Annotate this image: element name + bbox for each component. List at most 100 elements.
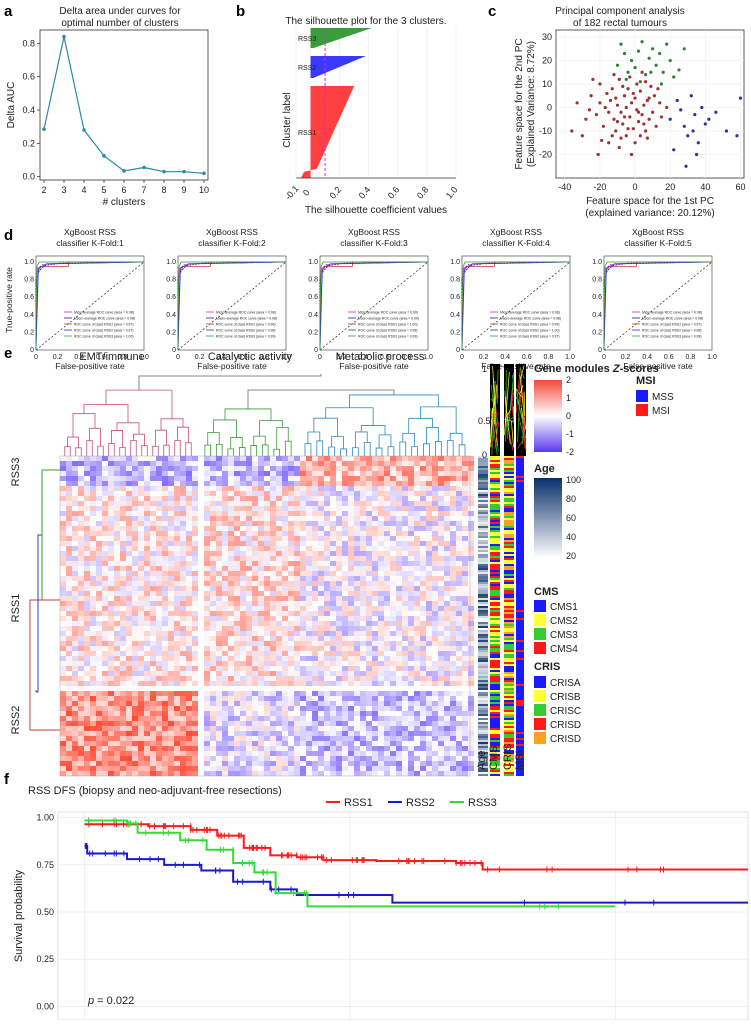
heatmap-cell: [420, 566, 426, 571]
heatmap-cell: [228, 501, 234, 506]
heatmap-cell: [126, 466, 132, 471]
heatmap-cell: [216, 771, 222, 776]
annot-cris-cell: [504, 544, 514, 546]
heatmap-cell: [234, 771, 240, 776]
heatmap-cell: [204, 476, 210, 481]
heatmap-cell: [378, 721, 384, 726]
pca-point-rss1: [607, 111, 610, 114]
heatmap-cell: [78, 646, 84, 651]
heatmap-cell: [324, 711, 330, 716]
heatmap-cell: [96, 721, 102, 726]
heatmap-cell: [468, 556, 474, 561]
heatmap-cell: [216, 511, 222, 516]
heatmap-cell: [90, 531, 96, 536]
heatmap-cell: [234, 671, 240, 676]
heatmap-cell: [108, 551, 114, 556]
heatmap-cell: [72, 661, 78, 666]
heatmap-cell: [432, 611, 438, 616]
heatmap-cell: [384, 551, 390, 556]
heatmap-cell: [258, 606, 264, 611]
heatmap-cell: [138, 456, 144, 461]
heatmap-cell: [306, 581, 312, 586]
heatmap-cell: [312, 761, 318, 766]
heatmap-cell: [306, 566, 312, 571]
heatmap-cell: [72, 501, 78, 506]
heatmap-cell: [138, 631, 144, 636]
heatmap-cell: [318, 656, 324, 661]
heatmap-cell: [138, 461, 144, 466]
annot-msi-cell: [516, 510, 524, 512]
heatmap-cell: [468, 616, 474, 621]
heatmap-cell: [156, 566, 162, 571]
heatmap-cell: [348, 666, 354, 671]
heatmap-cell: [174, 656, 180, 661]
heatmap-cell: [348, 471, 354, 476]
heatmap-cell: [204, 616, 210, 621]
heatmap-cell: [258, 751, 264, 756]
heatmap-cell: [366, 731, 372, 736]
heatmap-cell: [108, 486, 114, 491]
heatmap-cell: [360, 481, 366, 486]
heatmap-cell: [426, 536, 432, 541]
heatmap-cell: [318, 751, 324, 756]
heatmap-cell: [402, 541, 408, 546]
heatmap-cell: [396, 691, 402, 696]
heatmap-cell: [336, 546, 342, 551]
heatmap-cell: [132, 706, 138, 711]
heatmap-cell: [420, 731, 426, 736]
heatmap-cell: [228, 701, 234, 706]
heatmap-cell: [210, 461, 216, 466]
heatmap-cell: [168, 761, 174, 766]
heatmap-cell: [408, 636, 414, 641]
heatmap-cell: [378, 641, 384, 646]
heatmap-cell: [72, 751, 78, 756]
heatmap-cell: [294, 651, 300, 656]
heatmap-cell: [324, 461, 330, 466]
heatmap-cell: [102, 636, 108, 641]
heatmap-cell: [204, 561, 210, 566]
dendrogram-branch: [274, 449, 280, 456]
roc-legend-text: Macro-average ROC curve (area = 0.98): [642, 317, 703, 321]
dendrogram-branch: [90, 428, 101, 446]
heatmap-cell: [366, 576, 372, 581]
heatmap-cell: [282, 516, 288, 521]
heatmap-cell: [348, 691, 354, 696]
heatmap-cell: [396, 546, 402, 551]
heatmap-cell: [66, 731, 72, 736]
heatmap-cell: [450, 536, 456, 541]
heatmap-cell: [72, 471, 78, 476]
heatmap-cell: [204, 721, 210, 726]
heatmap-cell: [108, 756, 114, 761]
pca-point-rss2: [725, 129, 728, 132]
heatmap-cell: [60, 486, 66, 491]
pca-point-rss1: [607, 141, 610, 144]
heatmap-cell: [222, 726, 228, 731]
heatmap-cell: [216, 666, 222, 671]
heatmap-cell: [222, 591, 228, 596]
heatmap-cell: [132, 721, 138, 726]
heatmap-cell: [396, 471, 402, 476]
heatmap-cell: [408, 471, 414, 476]
heatmap-cell: [462, 501, 468, 506]
heatmap-cell: [150, 596, 156, 601]
heatmap-cell: [354, 736, 360, 741]
heatmap-cell: [258, 481, 264, 486]
heatmap-cell: [408, 501, 414, 506]
heatmap-cell: [234, 651, 240, 656]
heatmap-cell: [330, 751, 336, 756]
roc-title-line2: classifier K-Fold:1: [56, 238, 124, 248]
heatmap-cell: [108, 586, 114, 591]
chart-c-ytick-label: 20: [542, 56, 552, 66]
heatmap-cell: [300, 601, 306, 606]
heatmap-cell: [360, 766, 366, 771]
heatmap-cell: [342, 606, 348, 611]
heatmap-cell: [150, 466, 156, 471]
heatmap-cell: [102, 651, 108, 656]
heatmap-cell: [336, 741, 342, 746]
heatmap-cell: [72, 631, 78, 636]
heatmap-cell: [144, 691, 150, 696]
heatmap-cell: [126, 491, 132, 496]
pca-point-rss1: [639, 134, 642, 137]
heatmap-cell: [126, 621, 132, 626]
heatmap-cell: [96, 601, 102, 606]
